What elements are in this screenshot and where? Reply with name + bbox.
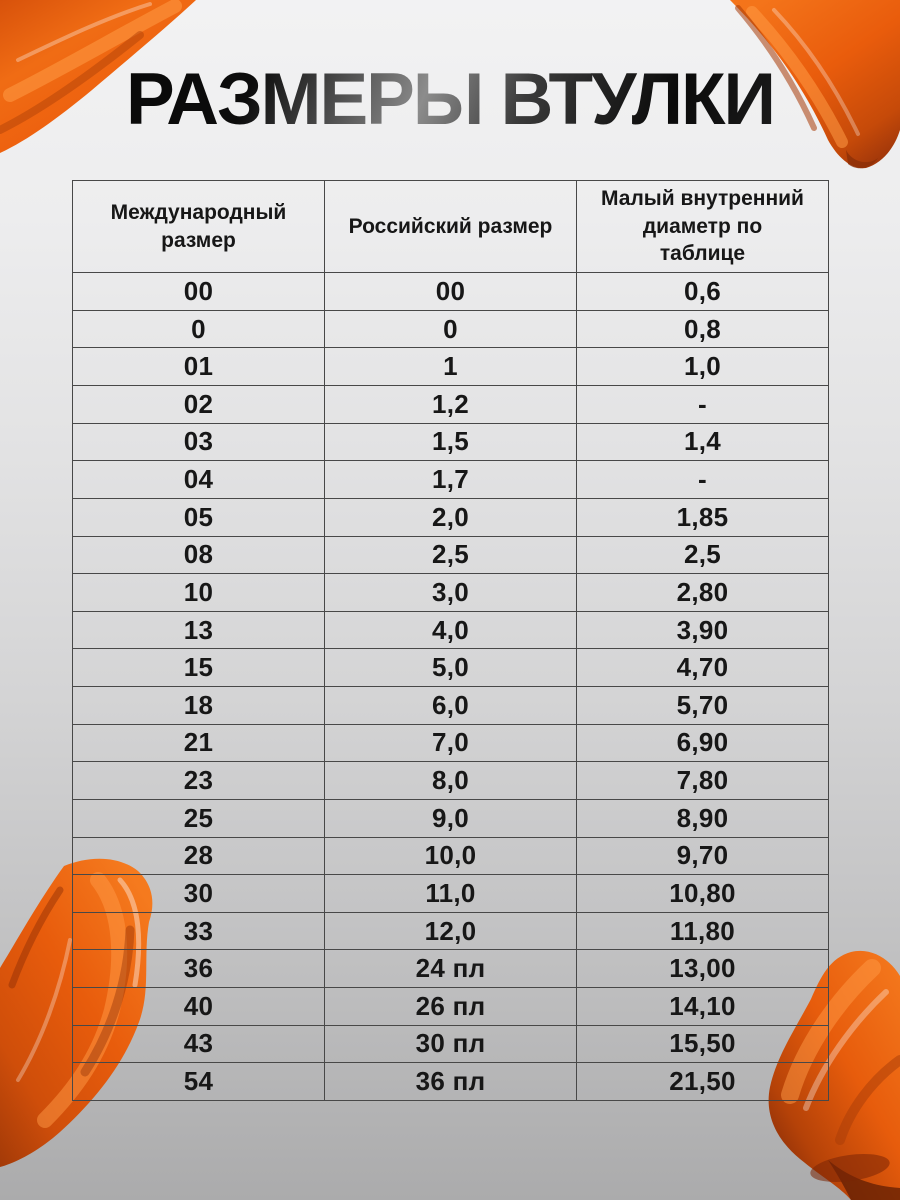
table-row: 15 5,0 4,70 (72, 648, 829, 688)
column-header-small-inner-diameter: Малый внутренний диаметр по таблице (576, 179, 829, 274)
column-header-international-size: Международный размер (72, 179, 325, 274)
table-cell: 7,0 (324, 723, 577, 763)
table-cell: 33 (72, 911, 325, 951)
table-cell: 10,80 (576, 874, 829, 913)
table-cell: - (576, 385, 829, 424)
table-cell: 18 (72, 686, 325, 725)
table-cell: 3,0 (324, 573, 577, 612)
table-cell: 2,5 (324, 535, 577, 575)
table-cell: 03 (72, 422, 325, 462)
table-cell: 4,70 (576, 648, 829, 688)
size-table: Международный размер Российский размер М… (72, 179, 829, 1101)
table-row: 02 1,2- (72, 385, 829, 424)
table-row: 13 4,0 3,90 (72, 610, 829, 650)
column-header-russian-size: Российский размер (324, 179, 577, 274)
table-cell: 00 (72, 272, 325, 311)
table-cell: 10,0 (324, 836, 577, 876)
table-row: 18 6,0 5,70 (72, 686, 829, 725)
table-cell: 25 (72, 798, 325, 838)
table-cell: 30 (72, 874, 325, 913)
table-cell: 1,0 (576, 347, 829, 387)
table-row: 23 8,0 7,80 (72, 761, 829, 800)
table-cell: 30 пл (324, 1024, 577, 1064)
table-cell: 12,0 (324, 911, 577, 951)
table-cell: 00 (324, 272, 577, 311)
table-cell: 04 (72, 460, 325, 499)
table-row: 04 1,7- (72, 460, 829, 499)
table-cell: 0,6 (576, 272, 829, 311)
table-row: 30 11,0 10,80 (72, 874, 829, 913)
table-row: 36 24 пл 13,00 (72, 949, 829, 989)
table-cell: 43 (72, 1024, 325, 1064)
table-cell: 26 пл (324, 987, 577, 1026)
table-cell: 15 (72, 648, 325, 688)
table-body: 00 00 0,6 0 0 0,8 01 1 1,0 02 1,2-03 1,5 1,4 04 1,7-05… (72, 272, 829, 1101)
table-row: 03 1,5 1,4 (72, 422, 829, 462)
table-cell: 10 (72, 573, 325, 612)
table-cell: 1,5 (324, 422, 577, 462)
table-cell: 15,50 (576, 1024, 829, 1064)
table-cell: 7,80 (576, 761, 829, 800)
table-cell: 21 (72, 723, 325, 763)
table-cell: 05 (72, 497, 325, 537)
table-row: 28 10,0 9,70 (72, 836, 829, 876)
table-cell: 9,0 (324, 798, 577, 838)
page-title: РАЗМЕРЫ ВТУЛКИ (0, 61, 900, 139)
table-cell: 9,70 (576, 836, 829, 876)
table-cell: 24 пл (324, 949, 577, 989)
table-cell: 6,90 (576, 723, 829, 763)
table-row: 21 7,0 6,90 (72, 723, 829, 763)
table-cell: 8,0 (324, 761, 577, 800)
table-cell: 2,5 (576, 535, 829, 575)
table-cell: 40 (72, 987, 325, 1026)
table-cell: 1,85 (576, 497, 829, 537)
table-cell: 1 (324, 347, 577, 387)
table-row: 43 30 пл 15,50 (72, 1024, 829, 1064)
table-row: 40 26 пл 14,10 (72, 987, 829, 1026)
table-row: 05 2,0 1,85 (72, 497, 829, 537)
table-header-row: Международный размер Российский размер М… (72, 179, 829, 274)
table-cell: 14,10 (576, 987, 829, 1026)
table-cell: 1,2 (324, 385, 577, 424)
table-cell: 11,80 (576, 911, 829, 951)
table-row: 00 00 0,6 (72, 272, 829, 311)
table-cell: 36 пл (324, 1062, 577, 1101)
table-header: Международный размер Российский размер М… (72, 179, 829, 274)
table-cell: 0 (324, 309, 577, 349)
table-cell: 0,8 (576, 309, 829, 349)
table-cell: 8,90 (576, 798, 829, 838)
table-row: 25 9,0 8,90 (72, 798, 829, 838)
table-cell: 21,50 (576, 1062, 829, 1101)
table-cell: 2,80 (576, 573, 829, 612)
table-cell: 0 (72, 309, 325, 349)
table-cell: 23 (72, 761, 325, 800)
table-cell: 02 (72, 385, 325, 424)
table-cell: 54 (72, 1062, 325, 1101)
table-row: 10 3,0 2,80 (72, 573, 829, 612)
table-cell: 2,0 (324, 497, 577, 537)
table-cell: 13,00 (576, 949, 829, 989)
table-cell: 28 (72, 836, 325, 876)
table-cell: 6,0 (324, 686, 577, 725)
table-cell: 36 (72, 949, 325, 989)
table-cell: 01 (72, 347, 325, 387)
table-cell: 08 (72, 535, 325, 575)
table-cell: 11,0 (324, 874, 577, 913)
table-row: 08 2,5 2,5 (72, 535, 829, 575)
table-row: 33 12,0 11,80 (72, 911, 829, 951)
table-cell: 5,0 (324, 648, 577, 688)
table-cell: 3,90 (576, 610, 829, 650)
table-cell: - (576, 460, 829, 499)
table-cell: 13 (72, 610, 325, 650)
table-row: 0 0 0,8 (72, 309, 829, 349)
table-cell: 1,4 (576, 422, 829, 462)
table-cell: 5,70 (576, 686, 829, 725)
table-row: 01 1 1,0 (72, 347, 829, 387)
table-cell: 4,0 (324, 610, 577, 650)
table-row: 54 36 пл 21,50 (72, 1062, 829, 1101)
table-cell: 1,7 (324, 460, 577, 499)
